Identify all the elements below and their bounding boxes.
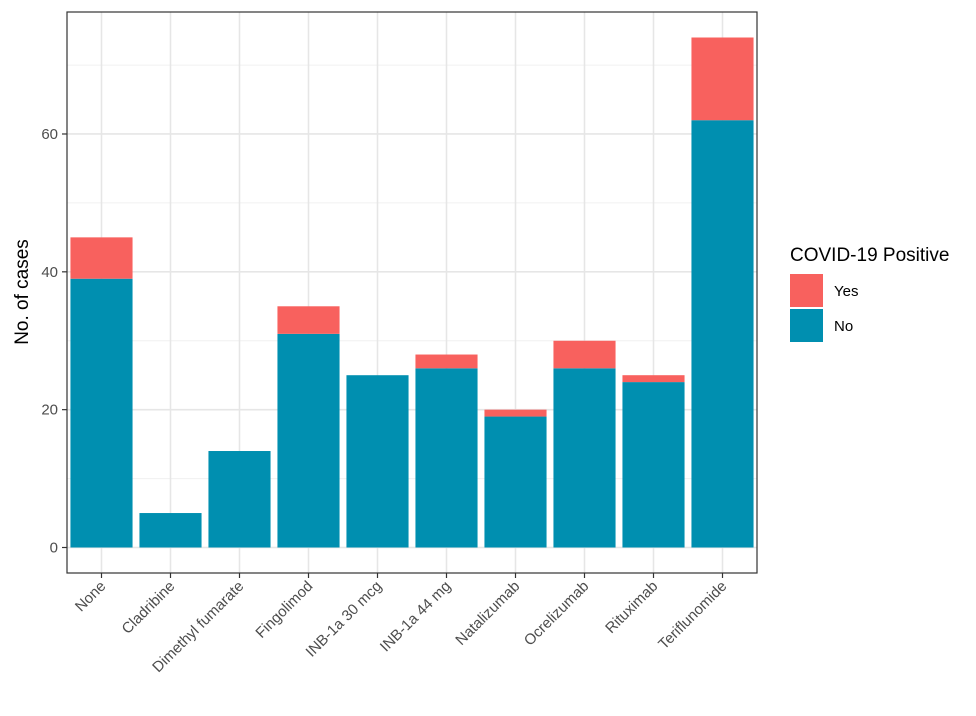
bar-yes xyxy=(484,409,547,417)
x-tick-label: Cladribine xyxy=(119,578,179,638)
x-tick-label: None xyxy=(72,578,109,615)
y-tick-label: 40 xyxy=(41,264,58,281)
bar-yes xyxy=(622,375,685,383)
legend-label: No xyxy=(834,318,853,335)
bar-yes xyxy=(415,354,478,369)
x-tick-label: INB-1a 44 mg xyxy=(377,578,454,655)
bar-no xyxy=(553,368,616,548)
x-tick-label: Ocrelizumab xyxy=(521,578,593,650)
bar-yes xyxy=(277,306,340,334)
y-tick-label: 60 xyxy=(41,126,58,143)
y-tick-label: 20 xyxy=(41,402,58,419)
bar-no xyxy=(208,451,271,548)
bar-no xyxy=(70,278,133,548)
bar-no xyxy=(622,382,685,548)
plot-border xyxy=(66,11,758,574)
x-tick-label: Natalizumab xyxy=(452,578,523,649)
y-axis: 0 20 40 60 xyxy=(41,126,67,557)
legend-title: COVID-19 Positive xyxy=(790,245,949,266)
y-tick-label: 0 xyxy=(50,540,58,557)
bar-yes xyxy=(553,340,616,369)
legend-key-yes xyxy=(790,274,823,307)
bars xyxy=(70,37,754,548)
x-tick-label: Fingolimod xyxy=(252,578,316,642)
bar-no xyxy=(484,416,547,548)
bar-no xyxy=(277,333,340,548)
bar-no xyxy=(139,513,202,548)
x-tick-label: Teriflunomide xyxy=(655,578,730,653)
legend-key-no xyxy=(790,309,823,342)
bar-no xyxy=(691,120,754,548)
x-tick-label: Rituximab xyxy=(602,578,661,637)
bar-no xyxy=(415,368,478,548)
y-axis-title: No. of cases xyxy=(12,239,33,345)
bar-no xyxy=(346,375,409,548)
legend-label: Yes xyxy=(834,283,858,300)
legend: COVID-19 Positive Yes No xyxy=(790,245,949,342)
bar-yes xyxy=(70,237,133,279)
bar-yes xyxy=(691,37,754,121)
